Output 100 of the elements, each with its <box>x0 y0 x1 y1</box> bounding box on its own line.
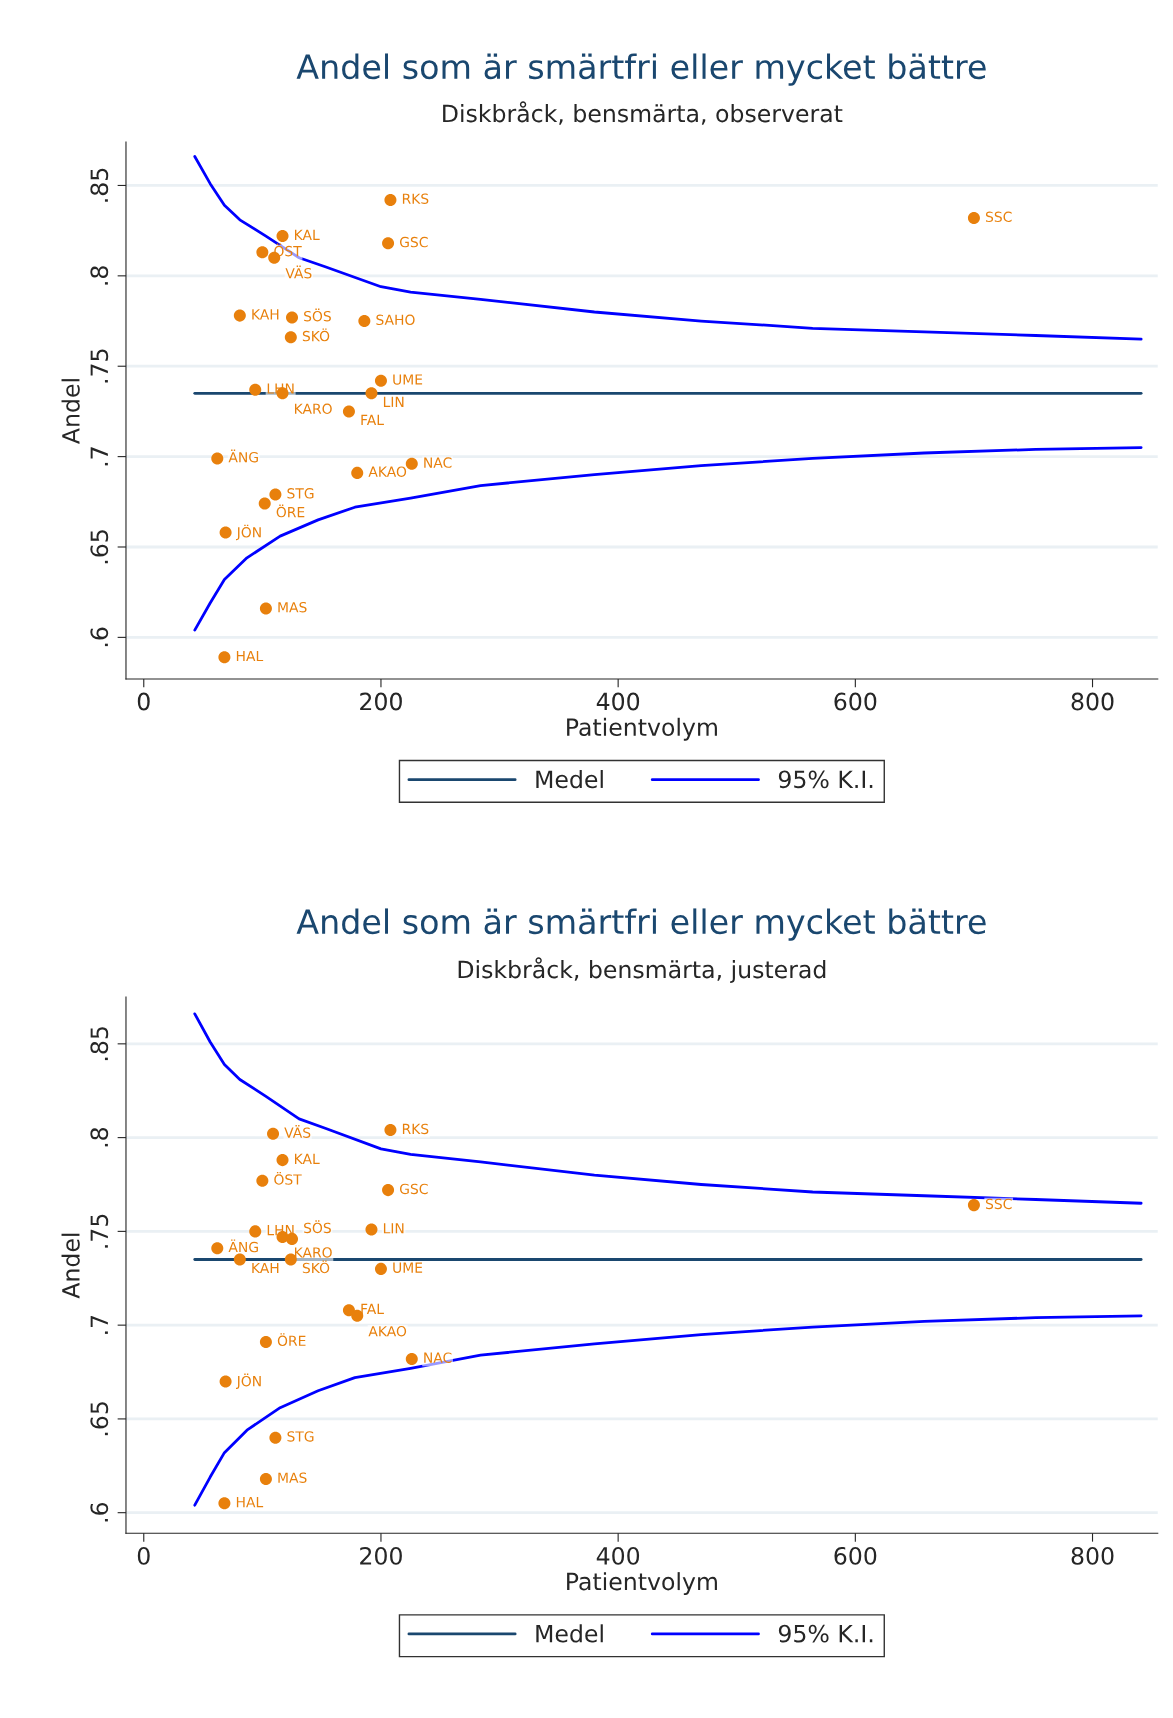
point <box>351 466 364 479</box>
y-tick-label: .65 <box>90 1402 109 1436</box>
point <box>267 1127 280 1140</box>
annotation: SÖS <box>304 1220 331 1234</box>
annotation: JÖN <box>235 524 261 541</box>
annotation: RKS <box>402 1123 429 1135</box>
annotation: SKÖ <box>302 1260 330 1274</box>
point <box>342 1304 355 1317</box>
annotation: FAL <box>361 414 384 425</box>
point <box>284 331 297 344</box>
annotation: GSC <box>399 236 428 248</box>
annotation: RKS <box>402 193 429 204</box>
point <box>276 1154 289 1167</box>
chart-title: Andel som är smärtfri eller mycket bättre <box>296 53 986 86</box>
point <box>233 1253 246 1266</box>
point <box>405 1352 418 1365</box>
y-tick-label: .7 <box>90 447 108 466</box>
chart-subtitle: Diskbråck, bensmärta, justerad <box>458 957 826 983</box>
x-tick-label: 400 <box>596 692 640 711</box>
y-tick-label: .65 <box>90 530 109 564</box>
annotation: NAC <box>424 1352 452 1363</box>
annotation: ÄNG <box>228 449 258 463</box>
point <box>342 405 355 418</box>
x-tick-label: 0 <box>137 1546 150 1565</box>
annotation: SSC <box>985 211 1012 223</box>
point <box>219 526 232 539</box>
y-tick-label: .75 <box>90 1214 109 1248</box>
annotation: ÖRE <box>276 504 305 518</box>
point <box>384 1124 397 1137</box>
annotation: NAC <box>424 457 452 468</box>
point <box>219 1375 232 1388</box>
y-tick-label: .85 <box>90 1027 109 1061</box>
line-series <box>193 155 1143 341</box>
point <box>284 1253 297 1266</box>
annotation: KAL <box>295 1153 320 1164</box>
point <box>374 1262 387 1275</box>
annotation: SAHO <box>376 314 415 326</box>
legend-label: 95% K.I. <box>778 770 873 789</box>
y-tick-label: .6 <box>90 1502 109 1522</box>
point <box>365 387 378 400</box>
x-tick-label: 400 <box>596 1546 640 1565</box>
point <box>256 1174 269 1187</box>
annotation: STG <box>287 1431 314 1442</box>
point <box>967 1199 980 1212</box>
annotation: AKAO <box>368 1325 407 1337</box>
annotation: JÖN <box>235 1373 261 1390</box>
point <box>365 1223 378 1236</box>
point <box>256 246 269 259</box>
chart-title: Andel som är smärtfri eller mycket bättre <box>296 908 986 941</box>
annotation: LIN <box>383 396 404 407</box>
point <box>259 1472 272 1485</box>
legend-label: 95% K.I. <box>778 1624 873 1643</box>
y-tick-label: .75 <box>90 349 109 383</box>
y-tick-label: .85 <box>90 168 109 202</box>
annotation: KAH <box>252 1262 279 1274</box>
point <box>382 237 395 250</box>
x-tick-label: 200 <box>360 1546 402 1565</box>
point <box>967 211 980 225</box>
x-tick-label: 800 <box>1071 692 1114 711</box>
point <box>211 452 224 465</box>
y-axis-title: Andel <box>61 379 80 444</box>
x-axis-title: Patientvolym <box>567 1572 717 1595</box>
y-tick-label: .8 <box>90 1127 109 1147</box>
annotation: UME <box>393 1262 423 1273</box>
annotation: VÄS <box>284 1125 311 1138</box>
point <box>286 311 299 324</box>
y-axis-title: Andel <box>61 1233 80 1299</box>
annotation: MAS <box>278 601 307 613</box>
annotation: AKAO <box>368 466 407 477</box>
chart-subtitle: Diskbråck, bensmärta, observerat <box>443 101 843 125</box>
annotation: ÄNG <box>228 1239 258 1253</box>
annotation: KAL <box>295 229 320 240</box>
y-tick-label: .8 <box>90 266 109 285</box>
point <box>276 230 289 243</box>
annotation: FAL <box>361 1303 384 1314</box>
annotation: SÖS <box>304 308 331 322</box>
x-axis-title: Patientvolym <box>567 717 717 741</box>
point <box>258 497 271 510</box>
legend-label: Medel <box>536 1624 603 1643</box>
point <box>249 383 262 396</box>
point <box>358 315 371 328</box>
annotation: HAL <box>236 650 264 662</box>
x-tick-label: 800 <box>1071 1546 1114 1565</box>
annotation: ÖRE <box>277 1333 306 1347</box>
annotation: SSC <box>985 1198 1012 1210</box>
point <box>269 488 282 501</box>
point <box>233 309 246 322</box>
annotation: SKÖ <box>302 328 330 342</box>
point <box>382 1184 395 1197</box>
line-series <box>193 446 1143 632</box>
point <box>259 1336 272 1349</box>
point <box>249 1225 262 1238</box>
y-tick-label: .7 <box>90 1315 108 1334</box>
annotation: LIN <box>383 1223 404 1234</box>
annotation: GSC <box>399 1183 428 1195</box>
annotation: KAH <box>252 309 279 320</box>
line-series <box>193 1314 1143 1507</box>
legend-label: Medel <box>536 770 603 789</box>
annotation: MAS <box>278 1472 307 1483</box>
point <box>374 374 387 387</box>
